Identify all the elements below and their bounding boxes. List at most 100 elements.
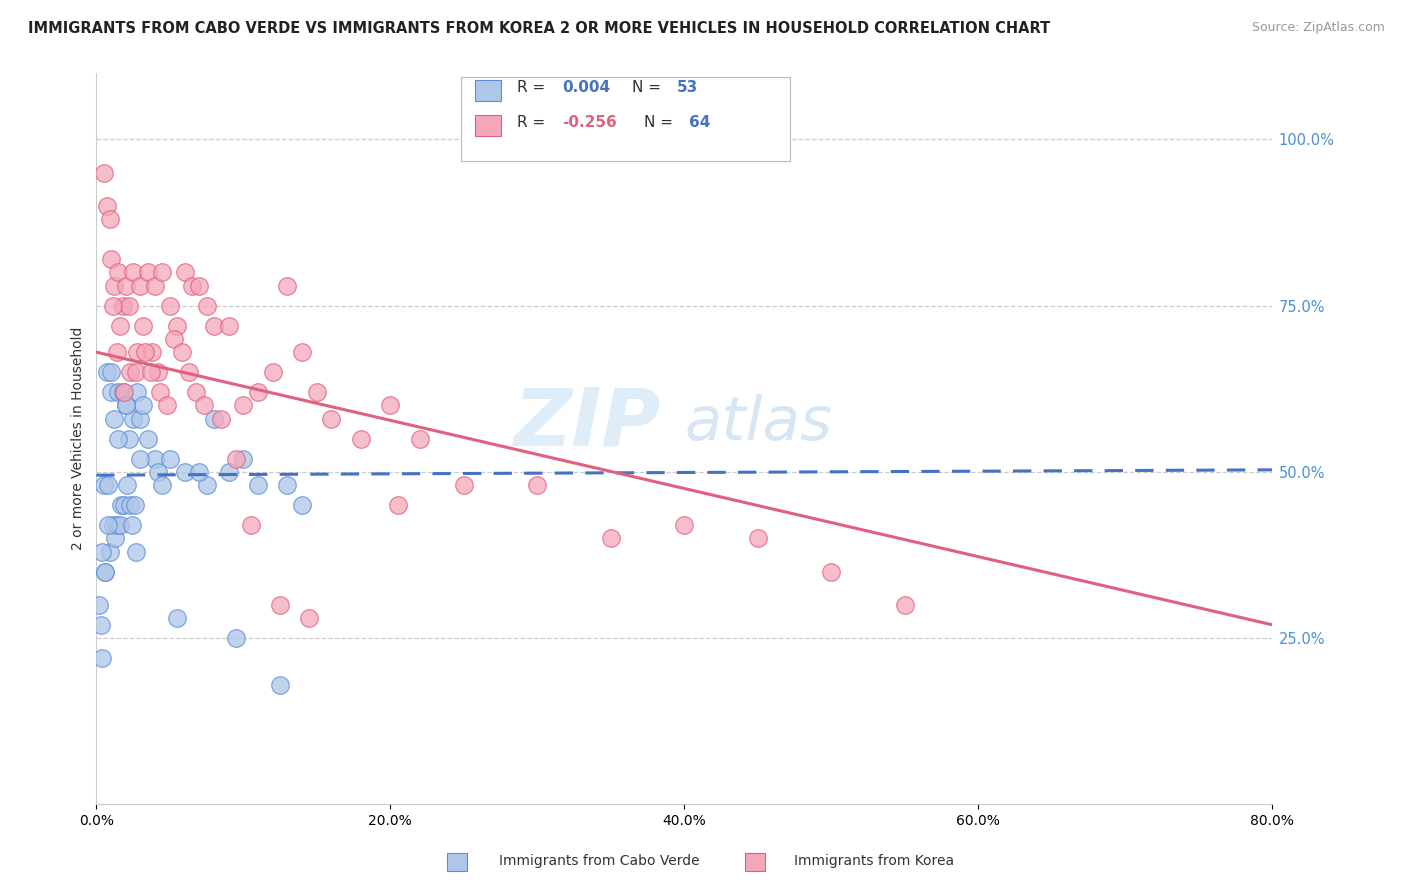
Point: [112, 385, 135, 400]
Point: [673, 518, 696, 533]
Text: N =: N =: [633, 80, 666, 95]
Point: [232, 398, 254, 412]
Text: Immigrants from Korea: Immigrants from Korea: [794, 854, 955, 868]
Point: [246, 478, 269, 492]
Point: [166, 318, 188, 333]
Point: [111, 385, 134, 400]
Point: [188, 465, 211, 479]
Point: [269, 598, 291, 612]
Point: [107, 265, 129, 279]
Point: [262, 365, 284, 379]
Point: [108, 518, 131, 533]
Point: [105, 345, 128, 359]
Text: -0.256: -0.256: [562, 115, 617, 130]
Point: [98, 212, 121, 227]
Point: [291, 498, 314, 512]
Point: [129, 451, 152, 466]
Point: [146, 365, 169, 379]
Point: [120, 365, 142, 379]
Point: [94, 565, 117, 579]
Text: 53: 53: [678, 80, 699, 95]
Point: [152, 478, 174, 492]
Point: [114, 398, 136, 412]
Point: [276, 478, 298, 492]
Point: [107, 385, 129, 400]
Point: [129, 278, 152, 293]
Point: [121, 518, 143, 533]
Point: [380, 398, 402, 412]
Point: [97, 478, 120, 492]
Point: [93, 478, 115, 492]
Text: atlas: atlas: [685, 394, 832, 453]
Point: [193, 398, 215, 412]
Point: [118, 432, 141, 446]
Point: [225, 631, 247, 645]
Point: [107, 432, 129, 446]
Point: [195, 299, 218, 313]
Point: [269, 677, 291, 691]
Point: [747, 531, 769, 545]
Point: [599, 531, 621, 545]
Point: [143, 451, 166, 466]
Point: [132, 398, 155, 412]
Point: [96, 199, 118, 213]
Text: R =: R =: [517, 115, 550, 130]
Point: [115, 478, 138, 492]
Point: [89, 598, 111, 612]
Point: [132, 318, 155, 333]
Text: Source: ZipAtlas.com: Source: ZipAtlas.com: [1251, 21, 1385, 34]
Point: [108, 318, 131, 333]
Point: [225, 451, 247, 466]
Point: [148, 385, 170, 400]
Point: [350, 432, 373, 446]
Point: [100, 385, 122, 400]
Point: [170, 345, 193, 359]
Point: [387, 498, 409, 512]
Point: [820, 565, 842, 579]
Point: [124, 498, 146, 512]
Point: [96, 365, 118, 379]
Y-axis label: 2 or more Vehicles in Household: 2 or more Vehicles in Household: [72, 326, 86, 550]
Point: [97, 518, 120, 533]
Text: ZIP: ZIP: [513, 385, 661, 463]
Point: [104, 531, 127, 545]
Point: [125, 544, 148, 558]
Point: [125, 365, 148, 379]
Point: [173, 465, 195, 479]
FancyBboxPatch shape: [461, 77, 790, 161]
Point: [152, 265, 174, 279]
Point: [136, 432, 159, 446]
Point: [209, 411, 232, 425]
Point: [112, 498, 135, 512]
Point: [101, 518, 124, 533]
Point: [526, 478, 548, 492]
Point: [195, 478, 218, 492]
Point: [127, 345, 149, 359]
Point: [122, 265, 145, 279]
Point: [156, 398, 179, 412]
Point: [105, 518, 128, 533]
Text: R =: R =: [517, 80, 550, 95]
Point: [163, 332, 186, 346]
Point: [134, 345, 156, 359]
Point: [114, 278, 136, 293]
Point: [146, 465, 169, 479]
Point: [141, 345, 163, 359]
Point: [111, 299, 134, 313]
Point: [188, 278, 211, 293]
Point: [177, 365, 200, 379]
Point: [159, 299, 181, 313]
Point: [186, 385, 208, 400]
Point: [94, 565, 117, 579]
FancyBboxPatch shape: [475, 115, 501, 136]
Point: [218, 318, 240, 333]
Point: [91, 651, 114, 665]
Point: [101, 299, 124, 313]
Point: [291, 345, 314, 359]
Point: [103, 278, 125, 293]
Point: [120, 498, 142, 512]
Point: [139, 365, 162, 379]
Point: [298, 611, 321, 625]
Point: [129, 411, 152, 425]
Text: IMMIGRANTS FROM CABO VERDE VS IMMIGRANTS FROM KOREA 2 OR MORE VEHICLES IN HOUSEH: IMMIGRANTS FROM CABO VERDE VS IMMIGRANTS…: [28, 21, 1050, 36]
